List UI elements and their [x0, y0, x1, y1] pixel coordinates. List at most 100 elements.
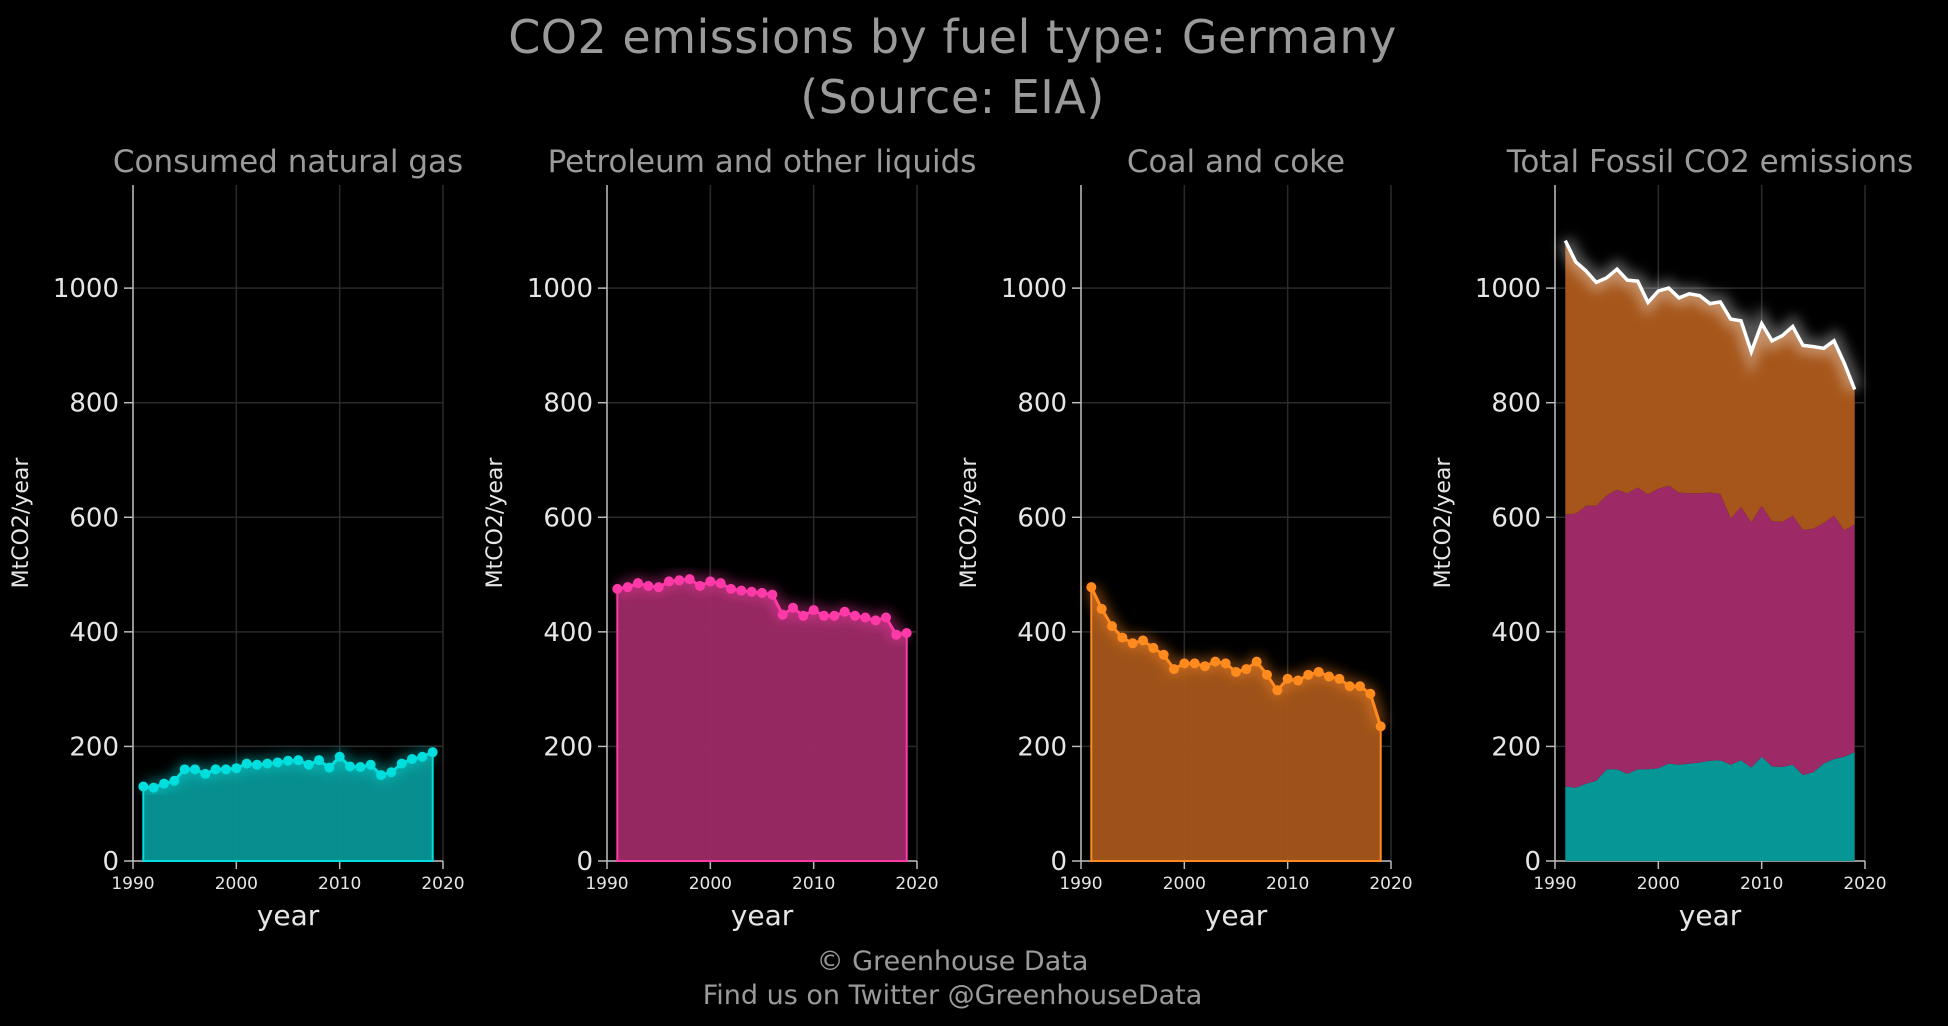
data-point — [1169, 664, 1179, 675]
data-point — [396, 758, 407, 769]
data-point — [839, 606, 850, 617]
chart-subtitle: (Source: EIA) — [800, 70, 1105, 124]
data-point — [664, 576, 674, 587]
data-point — [1241, 664, 1252, 675]
data-point — [767, 589, 778, 600]
data-point — [695, 581, 705, 592]
data-point — [1365, 688, 1376, 699]
data-point — [293, 755, 304, 766]
x-tick-label: 1990 — [1533, 874, 1576, 894]
data-point — [860, 612, 871, 623]
y-tick-label: 200 — [543, 732, 593, 762]
y-tick-label: 0 — [1524, 847, 1541, 877]
data-point — [1107, 621, 1117, 632]
y-tick-label: 400 — [543, 618, 593, 648]
stacked-area-coal — [1565, 240, 1855, 531]
panel-3: 0 200 400 600 800 1000 1990 2000 2010 2020 year MtC… — [957, 144, 1413, 932]
data-point — [241, 758, 252, 769]
panel-title: Consumed natural gas — [113, 144, 463, 180]
y-tick-label: 1000 — [53, 274, 119, 304]
data-point — [365, 759, 376, 770]
data-point — [901, 627, 912, 638]
data-point — [1210, 656, 1221, 667]
x-tick-label: 2000 — [215, 874, 258, 894]
chart-title: CO2 emissions by fuel type: Germany — [508, 10, 1397, 64]
data-point — [283, 755, 293, 766]
data-point — [355, 762, 366, 773]
data-point — [870, 615, 881, 626]
data-point — [252, 759, 262, 770]
data-point — [1303, 669, 1314, 680]
panel-title: Petroleum and other liquids — [548, 144, 977, 180]
panel-4: 0 200 400 600 800 1000 1990 2000 2010 2020 year MtC… — [1431, 144, 1913, 932]
y-tick-label: 200 — [1491, 732, 1541, 762]
panel-2: 0 200 400 600 800 1000 1990 2000 2010 2020 year MtC… — [483, 144, 976, 932]
data-point — [881, 612, 891, 623]
data-point — [324, 762, 335, 773]
x-tick-label: 2020 — [421, 874, 464, 894]
data-point — [736, 585, 747, 596]
data-point — [1127, 638, 1138, 649]
data-point — [633, 578, 643, 589]
x-tick-label: 2010 — [1740, 874, 1783, 894]
data-point — [674, 575, 685, 586]
data-point — [1262, 669, 1272, 680]
panel-title: Coal and coke — [1127, 144, 1345, 180]
data-point — [345, 761, 355, 772]
data-point — [829, 610, 840, 621]
y-axis-label: MtCO2/year — [957, 457, 982, 589]
data-point — [1220, 658, 1231, 669]
x-axis-label: year — [731, 899, 794, 932]
data-point — [1096, 603, 1107, 614]
data-point — [376, 770, 386, 781]
data-point — [1117, 632, 1128, 643]
data-point — [169, 775, 180, 786]
x-tick-label: 2010 — [1266, 874, 1309, 894]
data-point — [1231, 666, 1241, 677]
data-point — [417, 751, 428, 762]
x-tick-label: 1990 — [585, 874, 628, 894]
y-tick-label: 0 — [102, 847, 119, 877]
data-point — [684, 574, 695, 585]
y-tick-label: 800 — [543, 389, 593, 419]
data-point — [1148, 642, 1159, 653]
y-tick-label: 200 — [69, 732, 119, 762]
data-point — [819, 610, 829, 621]
y-tick-label: 600 — [69, 503, 119, 533]
y-axis-label: MtCO2/year — [9, 457, 34, 589]
data-point — [159, 778, 169, 789]
data-point — [427, 747, 438, 758]
y-tick-label: 0 — [576, 847, 593, 877]
data-point — [891, 629, 902, 640]
y-tick-label: 0 — [1050, 847, 1067, 877]
data-point — [777, 609, 788, 620]
total-line — [1563, 239, 1857, 391]
x-tick-label: 2020 — [895, 874, 938, 894]
data-point — [726, 583, 736, 594]
data-point — [1086, 582, 1097, 593]
data-point — [1375, 721, 1386, 732]
y-tick-label: 600 — [543, 503, 593, 533]
y-tick-label: 800 — [1491, 389, 1541, 419]
data-point — [1272, 685, 1283, 696]
data-point — [210, 764, 221, 775]
x-tick-label: 1990 — [111, 874, 154, 894]
data-point — [1293, 675, 1303, 686]
data-point — [303, 759, 314, 770]
data-point — [179, 764, 190, 775]
data-point — [622, 582, 633, 593]
data-point — [612, 583, 623, 594]
data-point — [1344, 681, 1355, 692]
data-point — [1179, 658, 1190, 669]
data-point — [200, 768, 211, 779]
y-axis-label: MtCO2/year — [483, 457, 508, 589]
y-tick-label: 400 — [1017, 618, 1067, 648]
stacked-area-gas — [1565, 752, 1855, 861]
data-point — [705, 576, 716, 587]
data-point — [1282, 673, 1293, 684]
panel-1: 0 200 400 600 800 1000 1990 2000 2010 2020 year MtC… — [9, 144, 465, 932]
data-point — [314, 755, 324, 766]
data-point — [1324, 671, 1334, 682]
data-point — [1189, 658, 1200, 669]
